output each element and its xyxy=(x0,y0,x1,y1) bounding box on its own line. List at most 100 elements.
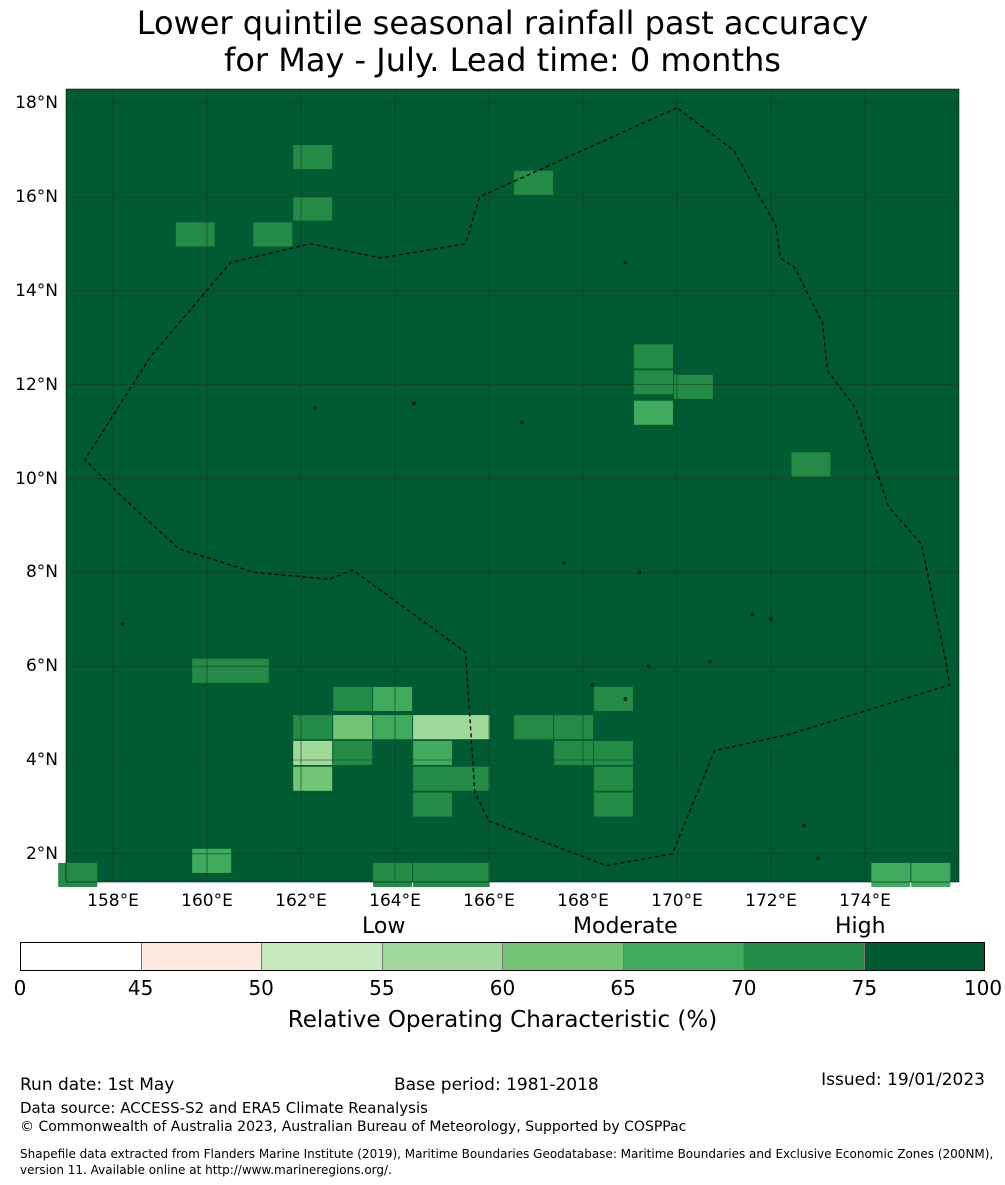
accuracy-cell xyxy=(58,862,98,887)
accuracy-cell xyxy=(293,740,333,765)
category-high: High xyxy=(835,914,886,939)
colorbar-tick: 45 xyxy=(127,976,154,1000)
accuracy-cell xyxy=(514,715,554,740)
colorbar xyxy=(20,942,985,971)
colorbar-segment xyxy=(503,943,624,970)
island-outline xyxy=(313,406,317,410)
colorbar-segment xyxy=(744,943,865,970)
accuracy-cell xyxy=(634,344,673,369)
graticule-layer xyxy=(66,89,959,882)
accuracy-cell xyxy=(192,658,232,683)
latitude-label: 8°N xyxy=(25,562,58,583)
accuracy-cell xyxy=(373,862,413,887)
longitude-label: 160°E xyxy=(181,891,233,911)
category-low: Low xyxy=(362,914,406,939)
accuracy-cell xyxy=(871,862,911,887)
island-outline xyxy=(590,683,595,687)
longitude-label: 170°E xyxy=(651,891,703,911)
accuracy-cell xyxy=(594,686,633,711)
islands-layer xyxy=(120,260,820,861)
accuracy-cell xyxy=(333,715,373,740)
latitude-label: 16°N xyxy=(15,186,58,207)
accuracy-cell xyxy=(293,715,333,740)
latitude-label: 18°N xyxy=(15,93,58,114)
accuracy-cell xyxy=(333,686,373,711)
island-outline xyxy=(647,664,651,668)
colorbar-tick: 100 xyxy=(963,976,1003,1000)
colorbar-tick: 55 xyxy=(369,976,395,1000)
island-outline xyxy=(120,622,125,626)
island-outline xyxy=(708,659,712,664)
accuracy-cell xyxy=(554,740,594,765)
accuracy-cell xyxy=(413,715,453,740)
accuracy-cell xyxy=(192,848,232,873)
island-outline xyxy=(769,617,773,621)
latitude-label: 6°N xyxy=(25,656,58,677)
category-moderate: Moderate xyxy=(573,914,678,939)
longitude-label: 158°E xyxy=(87,891,139,911)
accuracy-cell xyxy=(450,766,490,791)
latitude-label: 4°N xyxy=(25,750,58,770)
map-background xyxy=(66,89,959,882)
accuracy-cell xyxy=(554,715,594,740)
eez-boundary xyxy=(83,107,951,867)
latitude-label: 2°N xyxy=(25,843,58,864)
colorbar-segment xyxy=(623,943,744,970)
accuracy-cell xyxy=(413,792,453,817)
shapefile-credit: Shapefile data extracted from Flanders M… xyxy=(20,1147,994,1177)
colorbar-tick: 70 xyxy=(731,976,757,1000)
colorbar-segment xyxy=(141,943,262,970)
longitude-label: 168°E xyxy=(557,891,609,911)
colorbar-tick: 50 xyxy=(248,976,274,1000)
accuracy-cell xyxy=(594,792,633,817)
accuracy-cell xyxy=(413,740,453,765)
accuracy-cell xyxy=(911,862,951,887)
colorbar-label: Relative Operating Characteristic (%) xyxy=(287,1007,718,1033)
map-frame xyxy=(65,88,960,883)
colorbar-tick: 75 xyxy=(851,976,878,1000)
accuracy-cell xyxy=(634,370,673,395)
map-canvas xyxy=(58,88,960,887)
island-outline xyxy=(816,856,820,861)
accuracy-cell xyxy=(450,862,490,887)
issued-date: Issued: 19/01/2023 xyxy=(821,1070,985,1090)
latitude-label: 10°N xyxy=(15,468,58,489)
island-outline xyxy=(562,561,566,565)
accuracy-cell xyxy=(333,740,373,765)
colorbar-tick: 65 xyxy=(610,976,636,1000)
longitude-label: 162°E xyxy=(275,891,327,911)
accuracy-cell xyxy=(791,452,831,477)
base-period: Base period: 1981-2018 xyxy=(394,1075,599,1095)
accuracy-cell xyxy=(373,715,413,740)
latitude-label: 14°N xyxy=(15,280,58,301)
data-source: Data source: ACCESS-S2 and ERA5 Climate … xyxy=(20,1099,428,1117)
island-outline xyxy=(623,697,627,701)
accuracy-cell xyxy=(293,196,333,221)
accuracy-cell xyxy=(253,222,293,247)
colorbar-tick: 60 xyxy=(489,976,516,1000)
accuracy-cell xyxy=(594,740,633,765)
longitude-label: 174°E xyxy=(839,891,891,911)
island-outline xyxy=(520,420,524,424)
accuracy-cell xyxy=(413,862,453,887)
accuracy-cell xyxy=(594,766,633,791)
accuracy-cell xyxy=(413,766,453,791)
run-date: Run date: 1st May xyxy=(20,1075,175,1095)
island-outline xyxy=(637,570,642,574)
colorbar-tick: 0 xyxy=(13,976,27,1000)
colorbar-segment xyxy=(21,943,142,970)
title-line-1: Lower quintile seasonal rainfall past ac… xyxy=(136,4,869,42)
island-outline xyxy=(412,401,416,406)
accuracy-cell xyxy=(634,400,673,425)
longitude-label: 172°E xyxy=(745,891,797,911)
colorbar-segment xyxy=(262,943,383,970)
accuracy-cell xyxy=(673,374,713,399)
island-outline xyxy=(802,824,806,828)
title-line-2: for May - July. Lead time: 0 months xyxy=(224,41,781,79)
colorbar-segment xyxy=(864,943,984,970)
colorbar-segment xyxy=(382,943,503,970)
accuracy-cell xyxy=(175,222,215,247)
accuracy-cell xyxy=(373,686,413,711)
longitude-label: 164°E xyxy=(369,891,421,911)
copyright: © Commonwealth of Australia 2023, Austra… xyxy=(20,1119,687,1135)
